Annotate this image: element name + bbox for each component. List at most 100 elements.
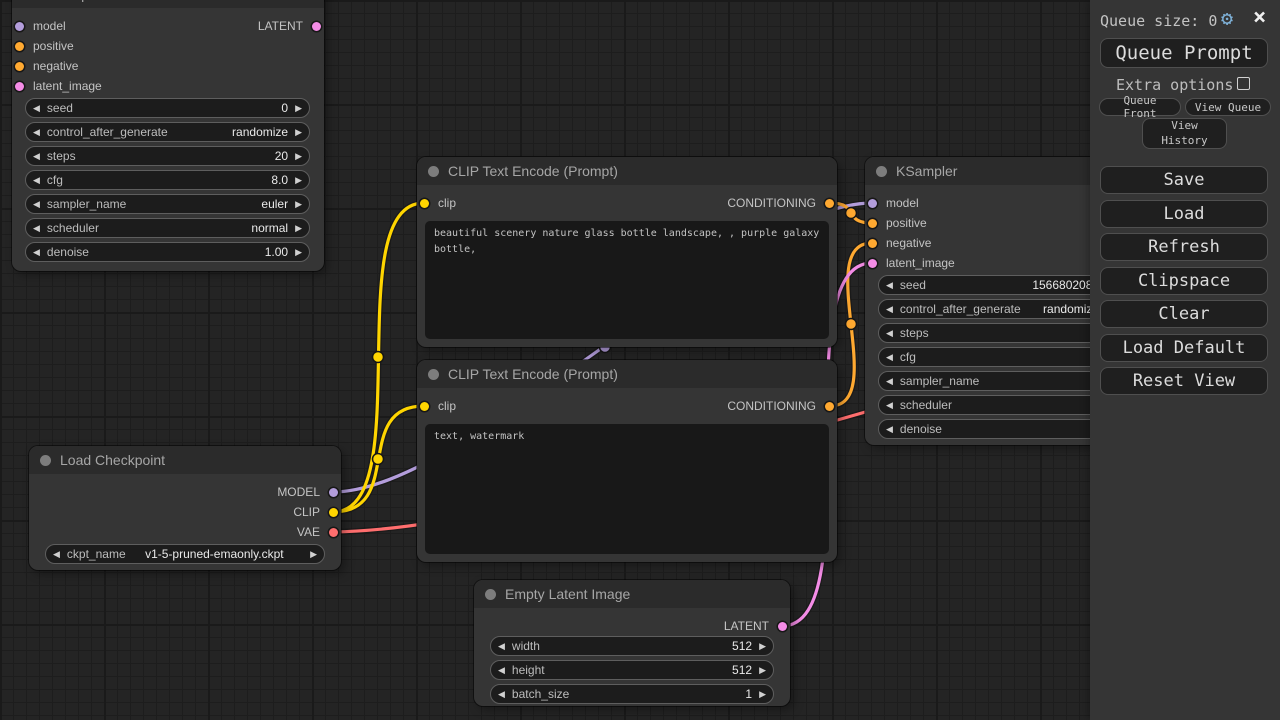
node-load-checkpoint[interactable]: Load Checkpoint MODEL CLIP VAE ◀ ckpt_nam… bbox=[29, 446, 341, 570]
increment-icon[interactable]: ▶ bbox=[759, 640, 766, 651]
decrement-icon[interactable]: ◀ bbox=[498, 664, 505, 675]
increment-icon[interactable]: ▶ bbox=[295, 246, 302, 257]
decrement-icon[interactable]: ◀ bbox=[33, 198, 40, 209]
widget-batch-size[interactable]: ◀ batch_size 1 ▶ bbox=[490, 684, 774, 704]
queue-prompt-button[interactable]: Queue Prompt bbox=[1100, 38, 1268, 68]
increment-icon[interactable]: ▶ bbox=[295, 150, 302, 161]
widget-seed[interactable]: ◀ seed 0 ▶ bbox=[25, 98, 310, 118]
queue-front-button[interactable]: Queue Front bbox=[1099, 94, 1181, 120]
widget-steps[interactable]: ◀steps▶ bbox=[878, 323, 1121, 343]
increment-icon[interactable]: ▶ bbox=[759, 688, 766, 699]
increment-icon[interactable]: ▶ bbox=[295, 102, 302, 113]
slot-label: latent_image bbox=[886, 256, 955, 270]
widget-cfg[interactable]: ◀cfg▶ bbox=[878, 347, 1121, 367]
node-clip-text-encode-positive[interactable]: CLIP Text Encode (Prompt) clip CONDITION… bbox=[417, 157, 837, 347]
decrement-icon[interactable]: ◀ bbox=[886, 375, 893, 386]
decrement-icon[interactable]: ◀ bbox=[33, 174, 40, 185]
widget-sampler-name[interactable]: ◀ sampler_name euler ▶ bbox=[25, 194, 310, 214]
increment-icon[interactable]: ▶ bbox=[295, 126, 302, 137]
decrement-icon[interactable]: ◀ bbox=[33, 222, 40, 233]
clipspace-button[interactable]: Clipspace bbox=[1100, 267, 1268, 295]
node-title-bar[interactable]: Empty Latent Image bbox=[474, 580, 790, 608]
input-slot-negative[interactable] bbox=[868, 238, 877, 248]
widget-ckpt-name[interactable]: ◀ ckpt_name v1-5-pruned-emaonly.ckpt ▶ bbox=[45, 544, 325, 564]
decrement-icon[interactable]: ◀ bbox=[53, 548, 60, 559]
increment-icon[interactable]: ▶ bbox=[295, 174, 302, 185]
view-queue-button[interactable]: View Queue bbox=[1185, 98, 1271, 116]
widget-height[interactable]: ◀ height 512 ▶ bbox=[490, 660, 774, 680]
widget-cfg[interactable]: ◀ cfg 8.0 ▶ bbox=[25, 170, 310, 190]
output-slot-latent[interactable] bbox=[778, 621, 787, 631]
input-slot-clip[interactable] bbox=[420, 401, 429, 411]
collapse-dot-icon[interactable] bbox=[40, 454, 51, 466]
widget-scheduler[interactable]: ◀ scheduler normal ▶ bbox=[25, 218, 310, 238]
decrement-icon[interactable]: ◀ bbox=[33, 102, 40, 113]
prompt-text-area[interactable]: text, watermark bbox=[425, 424, 829, 554]
reset-view-button[interactable]: Reset View bbox=[1100, 367, 1268, 395]
decrement-icon[interactable]: ◀ bbox=[886, 303, 893, 314]
decrement-icon[interactable]: ◀ bbox=[886, 327, 893, 338]
output-slot-model[interactable] bbox=[329, 487, 338, 497]
collapse-dot-icon[interactable] bbox=[876, 165, 887, 177]
increment-icon[interactable]: ▶ bbox=[295, 198, 302, 209]
output-slot-clip[interactable] bbox=[329, 507, 338, 517]
output-slot-latent[interactable] bbox=[312, 21, 321, 31]
decrement-icon[interactable]: ◀ bbox=[886, 423, 893, 434]
decrement-icon[interactable]: ◀ bbox=[33, 246, 40, 257]
widget-steps[interactable]: ◀ steps 20 ▶ bbox=[25, 146, 310, 166]
node-title-bar[interactable]: KSampler bbox=[12, 0, 324, 8]
input-slot-negative[interactable] bbox=[15, 61, 24, 71]
node-title-bar[interactable]: Load Checkpoint bbox=[29, 446, 341, 474]
collapse-dot-icon[interactable] bbox=[428, 165, 439, 177]
node-title: KSampler bbox=[896, 163, 958, 179]
decrement-icon[interactable]: ◀ bbox=[886, 351, 893, 362]
collapse-dot-icon[interactable] bbox=[428, 368, 439, 380]
increment-icon[interactable]: ▶ bbox=[295, 222, 302, 233]
node-title-bar[interactable]: CLIP Text Encode (Prompt) bbox=[417, 157, 837, 185]
node-title-bar[interactable]: CLIP Text Encode (Prompt) bbox=[417, 360, 837, 388]
input-slot-latent-image[interactable] bbox=[868, 258, 877, 268]
node-clip-text-encode-negative[interactable]: CLIP Text Encode (Prompt) clip CONDITION… bbox=[417, 360, 837, 562]
output-slot-conditioning[interactable] bbox=[825, 401, 834, 411]
decrement-icon[interactable]: ◀ bbox=[498, 688, 505, 699]
decrement-icon[interactable]: ◀ bbox=[886, 399, 893, 410]
node-empty-latent-image[interactable]: Empty Latent Image LATENT ◀ width 512 ▶ ◀ he… bbox=[474, 580, 790, 706]
widget-denoise[interactable]: ◀denoise▶ bbox=[878, 419, 1121, 439]
refresh-button[interactable]: Refresh bbox=[1100, 233, 1268, 261]
widget-sampler-name[interactable]: ◀sampler_name▶ bbox=[878, 371, 1121, 391]
view-history-button[interactable]: View History bbox=[1142, 118, 1227, 149]
increment-icon[interactable]: ▶ bbox=[759, 664, 766, 675]
close-icon[interactable]: × bbox=[1253, 5, 1267, 30]
input-slot-positive[interactable] bbox=[15, 41, 24, 51]
extra-options-checkbox[interactable] bbox=[1237, 77, 1250, 90]
widget-width[interactable]: ◀ width 512 ▶ bbox=[490, 636, 774, 656]
widget-denoise[interactable]: ◀ denoise 1.00 ▶ bbox=[25, 242, 310, 262]
load-button[interactable]: Load bbox=[1100, 200, 1268, 228]
output-slot-vae[interactable] bbox=[329, 527, 338, 537]
output-slot-conditioning[interactable] bbox=[825, 198, 834, 208]
input-slot-clip[interactable] bbox=[420, 198, 429, 208]
settings-gear-icon[interactable]: ⚙ bbox=[1221, 6, 1234, 30]
node-ksampler-1[interactable]: KSampler model LATENT positive negative … bbox=[12, 0, 324, 271]
decrement-icon[interactable]: ◀ bbox=[886, 279, 893, 290]
input-slot-latent-image[interactable] bbox=[15, 81, 24, 91]
extra-options-label: Extra options bbox=[1116, 76, 1234, 94]
load-default-button[interactable]: Load Default bbox=[1100, 334, 1268, 362]
widget-scheduler[interactable]: ◀scheduler▶ bbox=[878, 395, 1121, 415]
decrement-icon[interactable]: ◀ bbox=[33, 150, 40, 161]
increment-icon[interactable]: ▶ bbox=[310, 548, 317, 559]
collapse-dot-icon[interactable] bbox=[485, 588, 496, 600]
decrement-icon[interactable]: ◀ bbox=[33, 126, 40, 137]
wire-clip-positive bbox=[332, 201, 425, 514]
input-slot-model[interactable] bbox=[15, 21, 24, 31]
save-button[interactable]: Save bbox=[1100, 166, 1268, 194]
input-slot-positive[interactable] bbox=[868, 218, 877, 228]
input-slot-model[interactable] bbox=[868, 198, 877, 208]
prompt-text-area[interactable]: beautiful scenery nature glass bottle la… bbox=[425, 221, 829, 339]
clear-button[interactable]: Clear bbox=[1100, 300, 1268, 328]
decrement-icon[interactable]: ◀ bbox=[498, 640, 505, 651]
